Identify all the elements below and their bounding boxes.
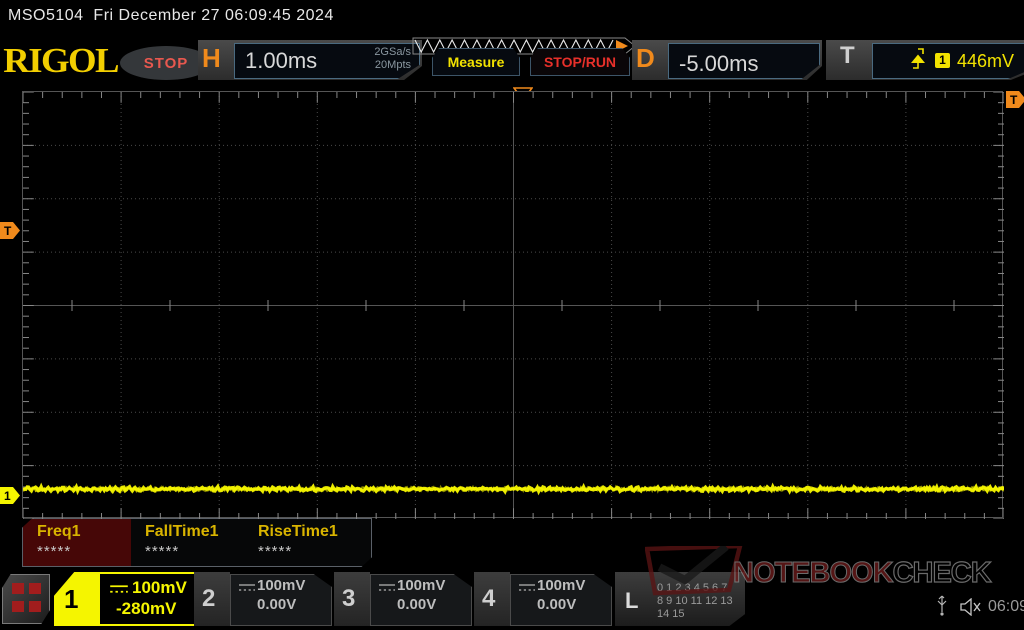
svg-text:1: 1: [4, 489, 11, 503]
svg-text:T: T: [4, 224, 12, 238]
svg-text:NOTEBOOKCHECK: NOTEBOOKCHECK: [733, 557, 992, 589]
svg-text:T: T: [1010, 93, 1018, 107]
